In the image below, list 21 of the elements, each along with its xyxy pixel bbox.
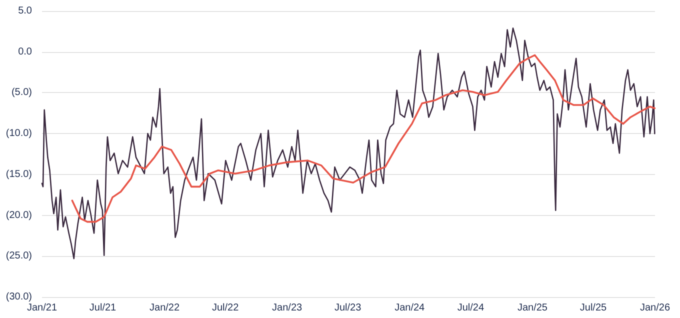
x-tick-label: Jan/25 — [517, 302, 548, 314]
x-tick-label: Jul/23 — [334, 302, 362, 314]
y-tick-label: (25.0) — [6, 250, 32, 262]
x-tick-label: Jul/22 — [212, 302, 240, 314]
line-series — [71, 54, 656, 223]
y-tick-label: (20.0) — [6, 210, 32, 221]
x-tick-label: Jan/23 — [272, 302, 303, 314]
x-tick-label: Jan/22 — [150, 302, 180, 314]
x-tick-label: Jan/24 — [394, 302, 426, 314]
y-tick-label: (15.0) — [6, 168, 32, 180]
line-series — [41, 28, 656, 260]
x-tick-label: Jan/26 — [640, 302, 670, 314]
x-tick-label: Jul/21 — [89, 302, 117, 314]
y-tick-label: (30.0) — [6, 292, 32, 302]
y-tick-label: 0.0 — [18, 46, 32, 58]
x-tick-label: Jul/24 — [457, 302, 484, 314]
y-tick-label: 5.0 — [18, 6, 32, 16]
x-tick-label: Jul/25 — [580, 302, 608, 314]
x-tick-label: Jan/21 — [26, 302, 58, 314]
y-tick-label: (10.0) — [6, 128, 32, 140]
y-tick-label: (5.0) — [11, 87, 32, 98]
